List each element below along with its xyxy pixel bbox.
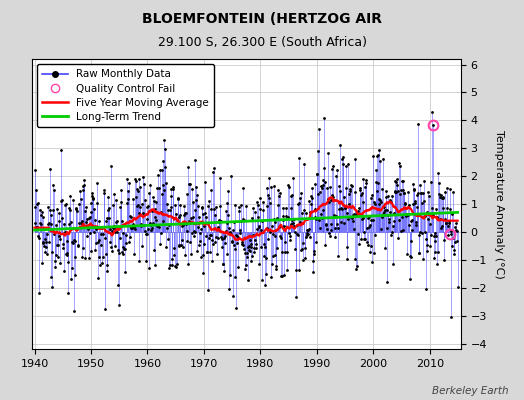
Text: Berkeley Earth: Berkeley Earth [432, 386, 508, 396]
Text: BLOEMFONTEIN (HERTZOG AIR: BLOEMFONTEIN (HERTZOG AIR [142, 12, 382, 26]
Legend: Raw Monthly Data, Quality Control Fail, Five Year Moving Average, Long-Term Tren: Raw Monthly Data, Quality Control Fail, … [37, 64, 214, 127]
Y-axis label: Temperature Anomaly (°C): Temperature Anomaly (°C) [494, 130, 504, 278]
Text: 29.100 S, 26.300 E (South Africa): 29.100 S, 26.300 E (South Africa) [158, 36, 366, 49]
